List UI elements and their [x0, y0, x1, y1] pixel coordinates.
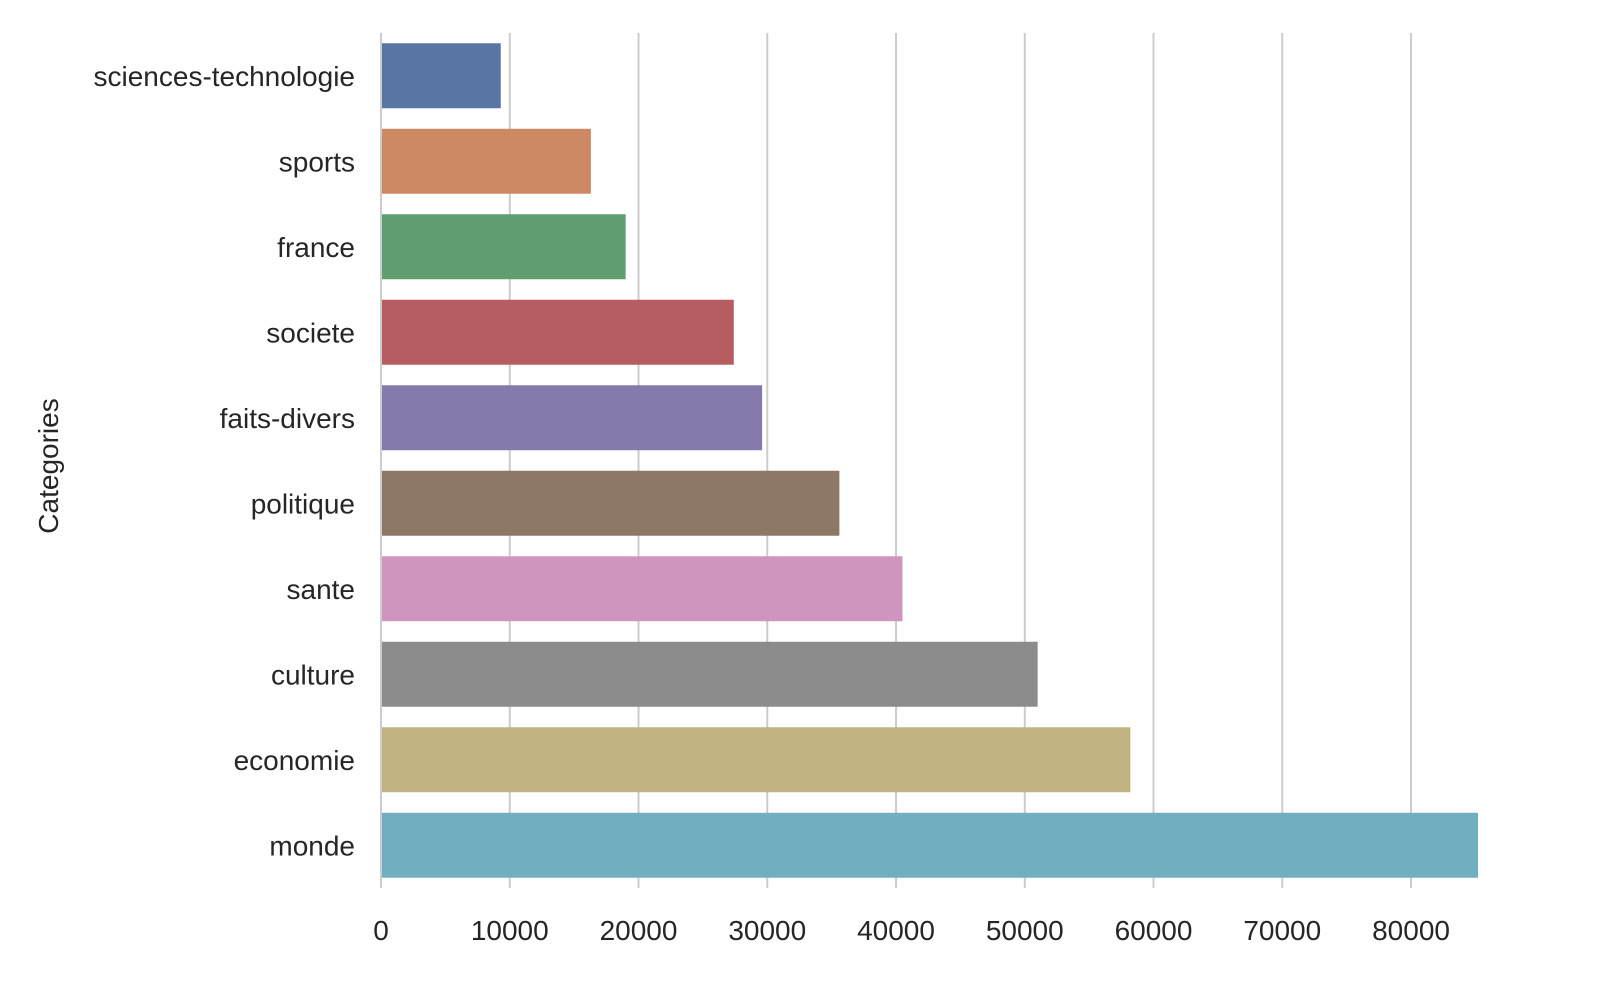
x-tick-label: 80000 — [1372, 915, 1450, 946]
x-tick-labels: 0 10000 20000 30000 40000 50000 60000 70000 8000… — [373, 915, 1450, 946]
x-tick-label: 70000 — [1243, 915, 1321, 946]
bar-sciences-technologie — [382, 43, 501, 109]
bar-faits-divers — [382, 385, 763, 451]
x-tick-label: 60000 — [1115, 915, 1193, 946]
x-tick-label: 10000 — [471, 915, 549, 946]
x-tick-label: 40000 — [857, 915, 935, 946]
y-tick-label: culture — [271, 659, 355, 690]
y-tick-label: monde — [269, 830, 355, 861]
y-axis-label: Categories — [33, 398, 64, 533]
bar-france — [382, 214, 626, 280]
y-tick-label: sports — [279, 146, 355, 177]
bar-monde — [382, 812, 1478, 878]
bar-politique — [382, 470, 840, 536]
x-tick-label: 0 — [373, 915, 389, 946]
grid-lines — [508, 33, 1413, 888]
y-tick-label: politique — [251, 488, 355, 519]
y-tick-label: sante — [287, 574, 356, 605]
bar-sports — [382, 128, 591, 194]
y-tick-label: economie — [234, 745, 355, 776]
bars — [382, 43, 1478, 878]
y-tick-label: faits-divers — [220, 403, 355, 434]
x-tick-label: 50000 — [986, 915, 1064, 946]
bar-economie — [382, 727, 1131, 793]
bar-societe — [382, 299, 734, 365]
y-tick-label: societe — [266, 317, 355, 348]
x-tick-label: 20000 — [600, 915, 678, 946]
y-tick-labels: sciences-technologie sports france societe f… — [94, 61, 356, 862]
bar-culture — [382, 641, 1038, 707]
y-tick-label: sciences-technologie — [94, 61, 356, 92]
bar-sante — [382, 556, 903, 622]
y-tick-label: france — [277, 232, 355, 263]
x-tick-label: 30000 — [728, 915, 806, 946]
